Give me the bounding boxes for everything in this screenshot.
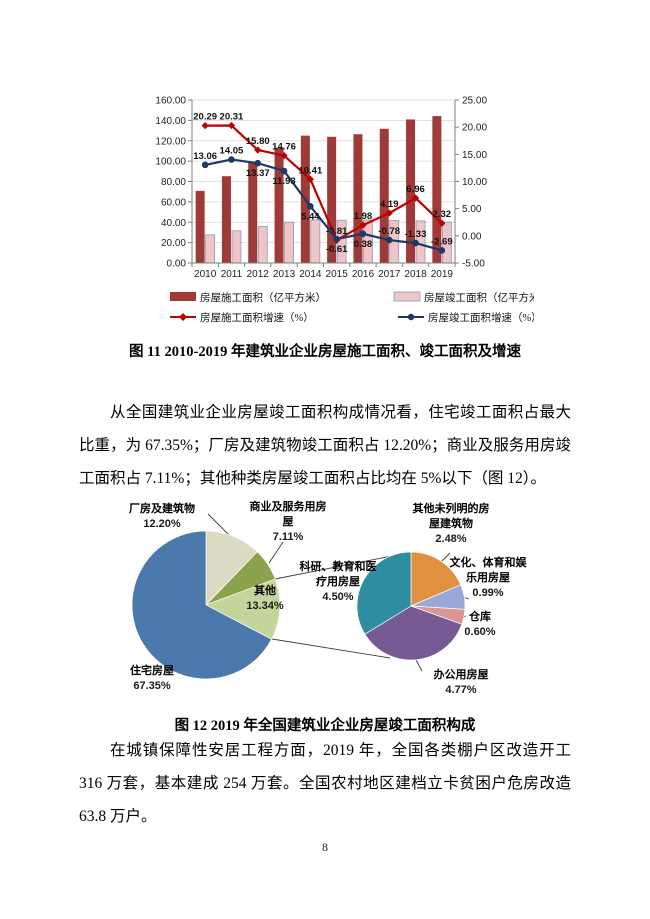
axes: 0.00 20.00 40.00 60.00 80.00 100.00 120.00 140.…	[155, 96, 487, 281]
detail-pie-slice-0	[410, 551, 462, 607]
svg-text:10.41: 10.41	[298, 165, 322, 176]
bar-construction-2016	[353, 134, 363, 263]
pie-label-unlisted-buildings: 其他未列明的房 屋建筑物 2.48%	[412, 503, 490, 545]
svg-text:房屋施工面积（亿平方米）: 房屋施工面积（亿平方米）	[200, 291, 326, 304]
svg-text:2012: 2012	[247, 269, 270, 280]
pie-label-culture-sports: 文化、体育和娱 乐用房屋 0.99%	[449, 557, 527, 599]
bar-construction-2010	[195, 190, 205, 263]
svg-text:80.00: 80.00	[161, 177, 186, 188]
svg-text:2018: 2018	[404, 269, 427, 280]
bar-construction-2013	[274, 147, 284, 263]
bar-construction-2018	[406, 119, 416, 263]
figure-11-caption: 图 11 2010-2019 年建筑业企业房屋施工面积、竣工面积及增速	[129, 344, 521, 360]
svg-text:0.00: 0.00	[167, 259, 187, 270]
svg-text:0.38: 0.38	[354, 239, 373, 250]
bar-construction-2011	[221, 176, 231, 263]
detail-pie-slice-4	[356, 551, 412, 635]
svg-text:-5.00: -5.00	[462, 259, 485, 270]
svg-text:60.00: 60.00	[161, 197, 186, 208]
svg-text:2013: 2013	[273, 269, 296, 280]
svg-text:13.06: 13.06	[193, 151, 217, 162]
svg-text:-1.33: -1.33	[405, 229, 427, 240]
svg-text:5.00: 5.00	[462, 204, 482, 215]
pie-label-office: 办公用房屋 4.77%	[433, 669, 489, 696]
pie-label-residential: 住宅房屋 67.35%	[130, 665, 174, 692]
pie-label-research-education-medical: 科研、教育和医 疗用房屋 4.50%	[299, 561, 377, 603]
pie-label-factory: 厂房及建筑物 12.20%	[129, 503, 195, 530]
svg-text:4.19: 4.19	[380, 199, 399, 210]
bar-completion-2014	[310, 219, 321, 264]
svg-text:2017: 2017	[378, 269, 401, 280]
svg-text:房屋施工面积增速（%）: 房屋施工面积增速（%）	[200, 311, 314, 324]
svg-text:14.76: 14.76	[272, 142, 296, 153]
bar-construction-2019	[432, 116, 442, 263]
svg-text:0.00: 0.00	[462, 231, 482, 242]
svg-text:2.32: 2.32	[433, 209, 452, 220]
bar-construction-2012	[248, 162, 258, 263]
pie-label-commercial: 商业及服务用房 屋 7.11%	[249, 501, 327, 543]
svg-text:2016: 2016	[352, 269, 375, 280]
svg-text:25.00: 25.00	[462, 96, 487, 107]
page-number: 8	[322, 840, 328, 854]
svg-text:11.93: 11.93	[272, 176, 295, 187]
svg-text:6.96: 6.96	[406, 184, 425, 195]
svg-text:120.00: 120.00	[155, 136, 186, 147]
svg-text:15.80: 15.80	[246, 136, 270, 147]
bar-completion-2013	[284, 221, 294, 264]
paragraph-2: 在城镇保障性安居工程方面，2019 年，全国各类棚户区改造开工 316 万套，基…	[79, 742, 571, 825]
svg-text:140.00: 140.00	[155, 116, 186, 127]
pie-label-other: 其他 13.34%	[246, 585, 284, 612]
svg-text:13.37: 13.37	[246, 168, 270, 179]
svg-text:20.00: 20.00	[462, 123, 487, 134]
svg-text:14.05: 14.05	[220, 145, 244, 156]
svg-text:-0.81: -0.81	[326, 226, 348, 237]
fig12-pie-svg	[131, 513, 470, 680]
figure-12: 厂房及建筑物 12.20% 商业及服务用房 屋 7.11% 其他 13.34% …	[80, 496, 560, 712]
svg-text:20.29: 20.29	[193, 112, 217, 123]
svg-text:房屋竣工面积（亿平方米）: 房屋竣工面积（亿平方米）	[424, 291, 534, 304]
svg-text:20.31: 20.31	[220, 111, 244, 122]
svg-text:160.00: 160.00	[155, 96, 186, 107]
bar-construction-2017	[379, 128, 389, 263]
svg-text:5.44: 5.44	[301, 211, 320, 222]
main-pie-slice-2	[205, 578, 281, 640]
svg-text:40.00: 40.00	[161, 218, 186, 229]
svg-text:100.00: 100.00	[155, 157, 186, 168]
svg-text:-2.69: -2.69	[431, 236, 453, 247]
svg-text:2011: 2011	[221, 269, 243, 280]
svg-text:1.98: 1.98	[354, 211, 373, 222]
svg-text:-0.61: -0.61	[326, 244, 348, 255]
bar-completion-2011	[231, 230, 242, 264]
pie-label-warehouse: 仓库 0.60%	[464, 611, 496, 638]
fig11-combo-chart-svg: 0.00 20.00 40.00 60.00 80.00 100.00 120.00 140.…	[155, 96, 550, 325]
figure-11: 0.00 20.00 40.00 60.00 80.00 100.00 120.00 140.…	[142, 92, 550, 337]
svg-text:2019: 2019	[431, 269, 454, 280]
bar-completion-2012	[257, 226, 268, 264]
svg-text:房屋竣工面积增速（%）: 房屋竣工面积增速（%）	[428, 311, 534, 324]
svg-text:10.00: 10.00	[462, 177, 487, 188]
svg-text:2014: 2014	[299, 269, 322, 280]
main-pie	[131, 530, 281, 680]
svg-text:-0.78: -0.78	[378, 226, 400, 237]
svg-text:2010: 2010	[194, 269, 217, 280]
main-pie-slice-3	[131, 530, 273, 680]
figure-12-caption: 图 12 2019 年全国建筑业企业房屋竣工面积构成	[174, 718, 476, 734]
bar-completion-2010	[205, 234, 216, 264]
svg-text:20.00: 20.00	[161, 238, 186, 249]
bar-construction-2015	[327, 136, 337, 263]
legend: 房屋施工面积（亿平方米） 房屋竣工面积（亿平方米） 房屋施工面积增速（%） 房屋竣工面…	[170, 291, 550, 324]
detail-pie	[356, 551, 466, 661]
svg-text:2015: 2015	[326, 269, 349, 280]
svg-text:15.00: 15.00	[462, 150, 487, 161]
paragraph-1: 从全国建筑业企业房屋竣工面积构成情况看，住宅竣工面积占最大比重，为 67.35%…	[79, 404, 571, 487]
